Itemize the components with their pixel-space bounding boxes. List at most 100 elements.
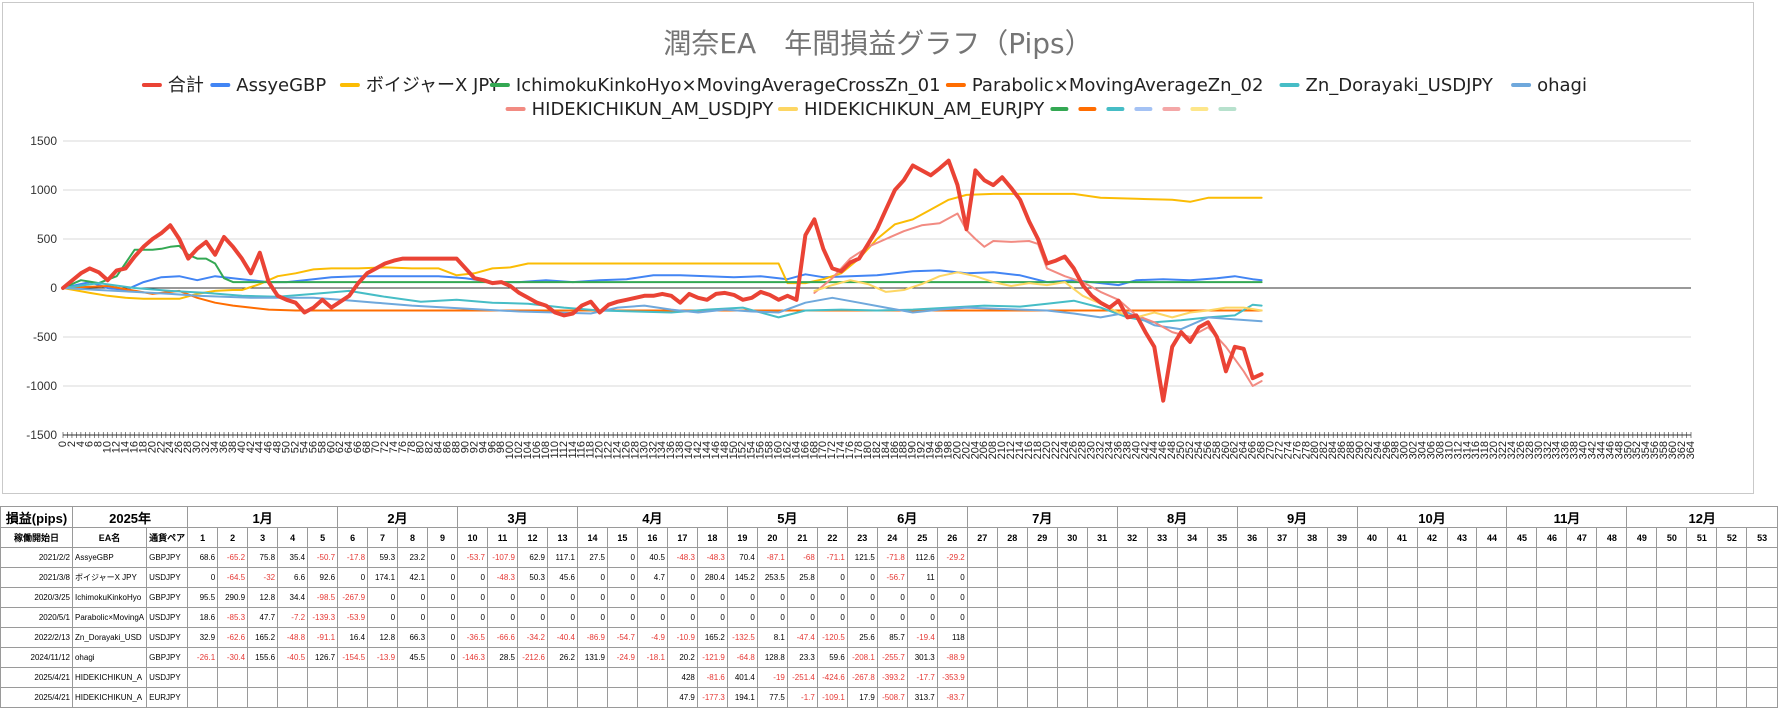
x-tick-label: 80 [415,441,427,453]
value-cell [1146,587,1178,608]
value-cell [1356,587,1388,608]
value-cell: 25.6 [846,627,878,648]
value-cell: 12.8 [367,627,399,648]
x-tick-label: 196 [934,441,946,459]
value-cell [1146,607,1178,628]
value-cell [1116,667,1148,688]
value-cell [307,687,339,708]
week-header: 53 [1746,527,1778,548]
week-header: 32 [1116,527,1148,548]
week-header: 52 [1716,527,1748,548]
value-cell [1116,687,1148,708]
x-tick-label: 352 [1631,441,1643,459]
value-cell: -1.7 [786,687,818,708]
value-cell: 45.5 [397,647,429,668]
x-tick-label: 48 [272,441,284,453]
legend-label: ohagi [1537,75,1587,96]
value-cell [1596,607,1628,628]
x-tick-label: 244 [1148,441,1160,459]
value-cell [1356,667,1388,688]
value-cell [1446,687,1478,708]
x-tick-label: 224 [1059,441,1071,459]
value-cell: -251.4 [786,667,818,688]
value-cell: 42.1 [397,567,429,588]
value-cell: 0 [427,547,459,568]
week-header: 21 [786,527,818,548]
x-tick-label: 84 [433,441,445,453]
week-header: 19 [726,527,758,548]
pair-cell: USDJPY [146,667,189,688]
ea-name-cell: Parabolic×MovingA [71,607,148,628]
x-tick-label: 188 [898,441,910,459]
value-cell [1596,687,1628,708]
value-cell: 35.4 [277,547,309,568]
x-tick-label: 286 [1336,441,1348,459]
value-cell [1116,607,1148,628]
value-cell: 0 [936,587,968,608]
value-cell: -53.9 [337,607,369,628]
x-tick-label: 332 [1542,441,1554,459]
x-tick-label: 262 [1229,441,1241,459]
pair-cell: USDJPY [146,627,189,648]
x-tick-label: 150 [728,441,740,459]
x-tick-label: 276 [1291,441,1303,459]
value-cell [1326,547,1358,568]
value-cell: 0 [636,607,668,628]
value-cell [1326,567,1358,588]
y-tick-label: 1500 [30,134,57,148]
value-cell [1386,567,1418,588]
value-cell: 0 [487,607,518,628]
month-header: 9月 [1236,506,1358,528]
x-tick-label: 302 [1408,441,1420,459]
value-cell [1086,667,1118,688]
value-cell: 280.4 [696,567,728,588]
start-date-cell: 2020/3/25 [0,587,73,608]
value-cell [1416,547,1448,568]
x-tick-label: 268 [1256,441,1268,459]
x-tick-label: 16 [128,441,140,453]
value-cell [487,687,518,708]
value-cell [1716,667,1748,688]
week-header: 3 [247,527,279,548]
x-tick-label: 70 [370,441,382,453]
value-cell: 0 [636,587,668,608]
legend-label: AssyeGBP [236,75,326,96]
value-cell [1506,567,1538,588]
value-cell [606,687,638,708]
value-cell: -83.7 [936,687,968,708]
value-cell: -40.4 [546,627,578,648]
value-cell [1116,567,1148,588]
value-cell [247,667,279,688]
value-cell: -121.9 [696,647,728,668]
value-cell: 11 [906,567,938,588]
value-cell: -30.4 [217,647,249,668]
x-tick-label: 50 [281,441,293,453]
value-cell: 165.2 [247,627,279,648]
value-cell [1716,547,1748,568]
value-cell [1026,627,1058,648]
value-cell: -255.7 [876,647,908,668]
week-header: 40 [1356,527,1388,548]
ea-name-cell: HIDEKICHIKUN_A [71,687,148,708]
value-cell [1146,627,1178,648]
value-cell [1266,547,1298,568]
value-cell: 0 [516,607,548,628]
value-cell [1656,587,1688,608]
x-tick-label: 312 [1452,441,1464,459]
value-cell: 145.2 [726,567,758,588]
value-cell [1116,647,1148,668]
value-cell: 6.6 [277,567,309,588]
value-cell [1536,607,1568,628]
value-cell [1026,567,1058,588]
x-tick-label: 300 [1399,441,1411,459]
value-cell [1296,667,1328,688]
value-cell [1626,647,1658,668]
pair-cell: EURJPY [146,687,189,708]
value-cell [1506,687,1538,708]
week-header: 17 [666,527,698,548]
value-cell: 77.5 [756,687,788,708]
value-cell: -132.5 [726,627,758,648]
value-cell [187,687,219,708]
value-cell [1536,567,1568,588]
value-cell [1596,667,1628,688]
